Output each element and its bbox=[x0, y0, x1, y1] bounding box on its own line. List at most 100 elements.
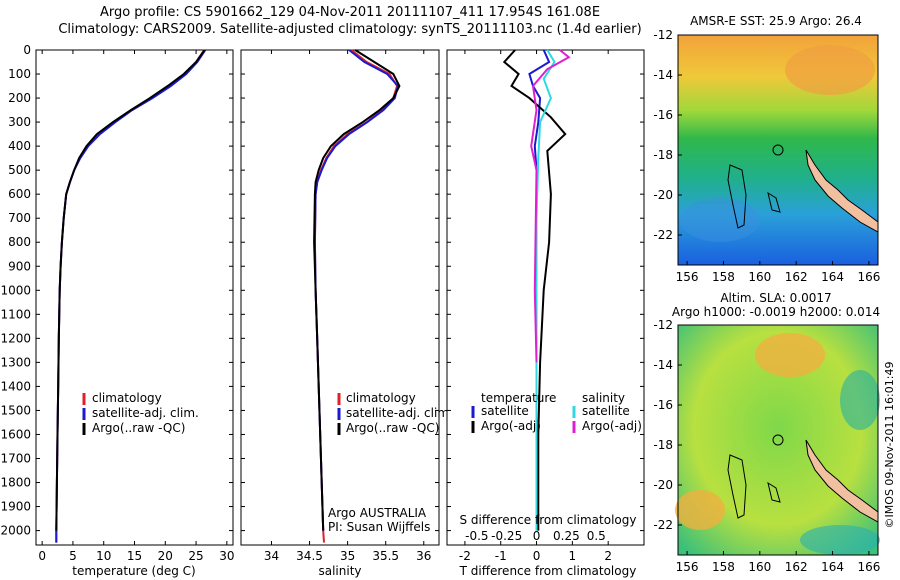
sst-map-ticks: 156 158 160 162 164 166 -12 -14 -16 -18 -20 -22 bbox=[653, 28, 880, 284]
legend-sal-argo-label: Argo(-adj) bbox=[582, 419, 642, 433]
s-difference-title: S difference from climatology bbox=[460, 513, 637, 527]
sla-low-patch bbox=[840, 370, 880, 430]
depth-tick-label-15: 1500 bbox=[0, 403, 31, 417]
difference-plot-frame bbox=[446, 49, 645, 546]
slaTicks-lon-label-0: 156 bbox=[676, 560, 699, 574]
slaTicks-lon-label-1: 158 bbox=[712, 560, 735, 574]
difference-panel: -2 -1 0 1 2 -0.5 -0.25 0 0.25 0.5 S difference f… bbox=[446, 49, 645, 578]
depth-tick-label-4: 400 bbox=[8, 139, 31, 153]
s-difference-ticks: -0.5 -0.25 0 0.25 0.5 bbox=[465, 529, 606, 543]
sstTicks-lat-label-0: -12 bbox=[653, 28, 673, 42]
difference-lines bbox=[502, 49, 571, 531]
sla-map-ticks: 156 158 160 162 164 166 -12 -14 -16 -18 -20 -22 bbox=[653, 318, 880, 574]
depth-tick-label-18: 1800 bbox=[0, 476, 31, 490]
x-tick-label-2-1: -1 bbox=[495, 549, 507, 563]
salinity-lines bbox=[313, 49, 401, 543]
sstTicks-lat-label-1: -14 bbox=[653, 68, 673, 82]
x-tick-label-0-4: 20 bbox=[158, 549, 173, 563]
sla-map-title-line1: Altim. SLA: 0.0017 bbox=[720, 291, 831, 305]
sst-argo-location bbox=[772, 144, 784, 156]
x-tick-label-2-2: 0 bbox=[533, 549, 541, 563]
slaTicks-lat-label-5: -22 bbox=[653, 518, 673, 532]
salinity-x-ticks: 34 34.5 35 35.5 36 bbox=[241, 49, 439, 563]
slaTicks-lat-label-0: -12 bbox=[653, 318, 673, 332]
sstTicks-lat-label-5: -22 bbox=[653, 228, 673, 242]
depth-tick-label-12: 1200 bbox=[0, 331, 31, 345]
x-tick-label-1-3: 35.5 bbox=[372, 549, 399, 563]
x-tick-label-2-0: -2 bbox=[459, 549, 471, 563]
sstTicks-lon-label-2: 160 bbox=[748, 270, 771, 284]
s-tick-label-3: 0.25 bbox=[553, 529, 580, 543]
depth-tick-label-19: 1900 bbox=[0, 500, 31, 514]
temperature-x-ticks: 0 5 10 15 20 25 30 bbox=[36, 49, 234, 563]
credit-line1: Argo AUSTRALIA bbox=[328, 506, 427, 520]
sstTicks-lon-label-1: 158 bbox=[712, 270, 735, 284]
depth-axis-ticks: 0 100 200 300 400 500 600 700 800 900 1000 1100 1200… bbox=[0, 43, 31, 538]
sla-island-outline-2 bbox=[767, 481, 781, 503]
depth-tick-label-9: 900 bbox=[8, 259, 31, 273]
depth-tick-label-6: 600 bbox=[8, 187, 31, 201]
credit-line2: PI: Susan Wijffels bbox=[328, 520, 430, 534]
x-tick-label-1-4: 36 bbox=[416, 549, 431, 563]
x-tick-label-0-5: 25 bbox=[188, 549, 203, 563]
legend-temp-header: temperature bbox=[481, 391, 556, 405]
s-tick-label-0: -0.5 bbox=[465, 529, 488, 543]
temperature-xlabel: temperature (deg C) bbox=[72, 564, 195, 578]
series-line-0-2 bbox=[55, 49, 206, 531]
sla-map-title-line2: Argo h1000: -0.0019 h2000: 0.014 bbox=[672, 305, 880, 319]
legend-climatology-label: climatology bbox=[92, 391, 162, 405]
sla-high-patch bbox=[755, 333, 825, 377]
t-difference-title: T difference from climatology bbox=[459, 564, 637, 578]
sst-map-frame bbox=[677, 34, 879, 266]
x-tick-label-1-2: 35 bbox=[340, 549, 355, 563]
depth-tick-label-0: 0 bbox=[23, 43, 31, 57]
s-tick-label-1: -0.25 bbox=[491, 529, 522, 543]
series-line-1-2 bbox=[313, 49, 401, 531]
sstTicks-lon-label-5: 166 bbox=[857, 270, 880, 284]
sstTicks-lat-label-4: -20 bbox=[653, 188, 673, 202]
sla-island-outline bbox=[727, 454, 747, 519]
sstTicks-lon-label-4: 164 bbox=[821, 270, 844, 284]
temperature-plot-frame bbox=[35, 49, 234, 546]
depth-tick-label-10: 1000 bbox=[0, 283, 31, 297]
sla-map-frame bbox=[677, 324, 879, 556]
slaTicks-lon-label-2: 160 bbox=[748, 560, 771, 574]
x-tick-label-0-6: 30 bbox=[219, 549, 234, 563]
depth-tick-label-11: 1100 bbox=[0, 307, 31, 321]
x-tick-label-1-0: 34 bbox=[264, 549, 279, 563]
legend-sal-header: salinity bbox=[582, 391, 625, 405]
legend-sal-sat-label: satellite bbox=[582, 404, 630, 418]
sst-island-outline bbox=[727, 164, 747, 229]
depth-tick-label-20: 2000 bbox=[0, 524, 31, 538]
slaTicks-lat-label-2: -16 bbox=[653, 398, 673, 412]
x-tick-label-1-1: 34.5 bbox=[296, 549, 323, 563]
legend-temp-argo-label: Argo(-adj) bbox=[481, 419, 541, 433]
sst-cool-patch bbox=[680, 198, 760, 242]
sstTicks-lat-label-2: -16 bbox=[653, 108, 673, 122]
sst-map: AMSR-E SST: 25.9 Argo: 26.4 bbox=[653, 14, 880, 284]
depth-tick-label-3: 300 bbox=[8, 115, 31, 129]
figure-title-line1: Argo profile: CS 5901662_129 04-Nov-2011… bbox=[99, 5, 601, 20]
x-tick-label-0-3: 15 bbox=[127, 549, 142, 563]
temperature-legend: climatology satellite-adj. clim. Argo(..… bbox=[82, 391, 199, 435]
sla-argo-location bbox=[772, 434, 784, 446]
x-tick-label-0-0: 0 bbox=[38, 549, 46, 563]
x-tick-label-0-1: 5 bbox=[69, 549, 77, 563]
salinity-panel: 34 34.5 35 35.5 36 salinity climatology sate… bbox=[240, 49, 453, 578]
sal-legend-argo-label: Argo(..raw -QC) bbox=[346, 421, 439, 435]
salinity-plot-frame bbox=[240, 49, 440, 546]
sal-legend-satellite-label: satellite-adj. clim. bbox=[346, 406, 453, 420]
slaTicks-lat-label-4: -20 bbox=[653, 478, 673, 492]
sstTicks-lat-label-3: -18 bbox=[653, 148, 673, 162]
sstTicks-lon-label-3: 162 bbox=[785, 270, 808, 284]
sst-island-outline-2 bbox=[767, 191, 781, 213]
depth-tick-label-5: 500 bbox=[8, 163, 31, 177]
salinity-legend: climatology satellite-adj. clim. Argo(..… bbox=[337, 391, 453, 435]
depth-tick-label-17: 1700 bbox=[0, 451, 31, 465]
sst-warm-patch bbox=[785, 45, 875, 95]
sst-map-title: AMSR-E SST: 25.9 Argo: 26.4 bbox=[690, 14, 862, 28]
depth-tick-label-13: 1300 bbox=[0, 355, 31, 369]
sla-high-patch-2 bbox=[675, 490, 725, 530]
sla-low-patch-2 bbox=[800, 525, 880, 555]
